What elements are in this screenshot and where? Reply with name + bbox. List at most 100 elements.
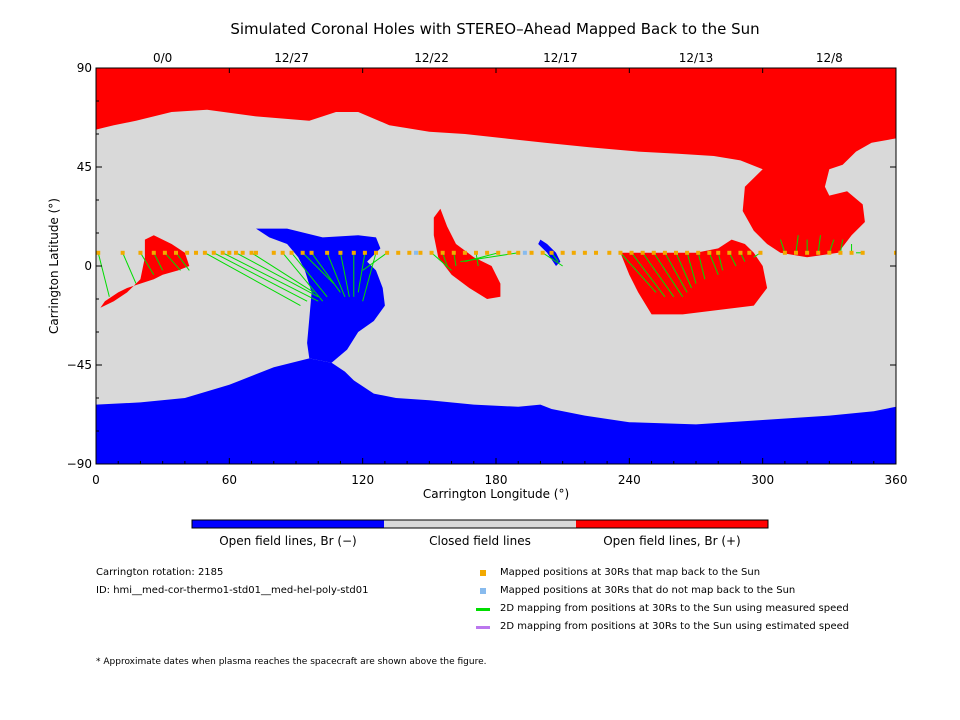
measured-mapping-line: [362, 252, 377, 302]
measured-mapping-line: [204, 252, 301, 307]
legend-line-marker: [476, 608, 490, 611]
mapped-point: [249, 250, 254, 255]
mapped-point: [838, 250, 843, 255]
y-axis-label: Carrington Latitude (°): [47, 198, 61, 334]
mapped-point: [758, 250, 763, 255]
mapped-point: [407, 250, 412, 255]
mapped-point: [607, 250, 612, 255]
mapped-point: [529, 250, 534, 255]
mapped-point: [194, 250, 198, 255]
mapped-point: [185, 250, 190, 255]
measured-mapping-line: [357, 252, 366, 293]
measured-mapping-line: [642, 252, 675, 298]
mapped-point: [338, 250, 343, 255]
mapped-point: [280, 250, 285, 255]
measured-mapping-line: [620, 252, 657, 293]
mapped-point: [629, 250, 634, 255]
x-tick-label: 60: [222, 473, 237, 487]
measured-mapping-line: [828, 239, 835, 253]
measured-mapping-line: [362, 252, 388, 271]
y-tick-label: 45: [77, 160, 92, 174]
mapped-point: [738, 250, 743, 255]
mapped-point: [220, 250, 225, 255]
x-tick-label: 360: [885, 473, 908, 487]
chart-title: Simulated Coronal Holes with STEREO–Ahea…: [230, 20, 760, 38]
mapped-point: [860, 250, 865, 255]
date-tick-label: 12/22: [414, 51, 449, 65]
mapped-point: [516, 250, 521, 255]
measured-mapping-line: [122, 252, 137, 284]
measured-mapping-line: [664, 252, 688, 293]
x-tick-label: 120: [351, 473, 374, 487]
mapped-point: [271, 250, 276, 255]
measured-mapping-line: [697, 252, 706, 280]
x-tick-label: 240: [618, 473, 641, 487]
mapped-point: [685, 250, 690, 255]
mapped-point: [462, 250, 467, 255]
x-tick-label: 300: [751, 473, 774, 487]
legend-square-marker: [480, 588, 486, 594]
measured-mapping-line: [326, 252, 346, 297]
measured-mapping-line: [282, 252, 324, 302]
mid-negative-lobe: [256, 228, 385, 363]
carrington-rotation: Carrington rotation: 2185: [96, 567, 224, 578]
mapped-point: [549, 250, 554, 255]
north-polar-positive: [96, 68, 896, 258]
mapped-point: [594, 250, 598, 255]
legend-label: 2D mapping from positions at 30Rs to the…: [500, 621, 850, 632]
measured-mapping-line: [631, 252, 666, 298]
measured-mapping-line: [140, 252, 155, 276]
mapped-point: [560, 250, 565, 255]
measured-mapping-line: [213, 252, 308, 302]
colorbar-label-negative: Open field lines, Br (−): [219, 534, 357, 548]
legend-label: Mapped positions at 30Rs that map back t…: [500, 567, 761, 578]
measured-mapping-line: [728, 252, 737, 267]
legend-line-marker: [476, 626, 490, 629]
mapped-point: [805, 250, 810, 255]
mapped-point: [202, 250, 207, 255]
mapped-point: [351, 250, 356, 255]
south-polar-negative: [96, 358, 896, 464]
mapped-point: [651, 250, 656, 255]
x-tick-label: 180: [485, 473, 508, 487]
mapped-point: [300, 250, 305, 255]
measured-mapping-line: [717, 252, 724, 271]
legend-label: 2D mapping from positions at 30Rs to the…: [500, 603, 849, 614]
colorbar-segment-negative: [192, 520, 384, 528]
colorbar-segment-closed: [384, 520, 576, 528]
measured-mapping-line: [453, 252, 457, 267]
measured-mapping-line: [153, 252, 164, 271]
date-tick-label: 12/8: [816, 51, 843, 65]
date-tick-label: 0/0: [153, 51, 172, 65]
y-tick-label: 0: [84, 259, 92, 273]
mapped-point: [716, 250, 721, 255]
measured-mapping-line: [675, 252, 693, 289]
measured-mapping-line: [686, 252, 697, 284]
mapped-point: [240, 250, 245, 255]
mapped-point: [385, 250, 390, 255]
measured-mapping-line: [653, 252, 684, 298]
mapped-point: [894, 250, 896, 255]
unmapped-point: [522, 250, 527, 255]
mapped-point: [571, 250, 576, 255]
measured-mapping-line: [97, 252, 110, 297]
mapped-point: [174, 250, 178, 255]
mapped-point: [211, 250, 216, 255]
mapped-point: [816, 250, 821, 255]
unmapped-point: [414, 250, 418, 255]
date-tick-label: 12/27: [274, 51, 309, 65]
mapped-point: [325, 250, 330, 255]
measured-mapping-line: [222, 252, 319, 302]
colorbar-label-positive: Open field lines, Br (+): [603, 534, 741, 548]
measured-mapping-line: [779, 239, 786, 253]
measured-mapping-line: [311, 252, 341, 293]
mapped-point: [451, 250, 456, 255]
mapped-point: [234, 250, 238, 255]
mapped-point: [747, 250, 752, 255]
measured-mapping-line: [817, 235, 821, 253]
mapped-point: [374, 250, 378, 255]
measured-mapping-line: [708, 252, 719, 275]
mapped-point: [362, 250, 367, 255]
measured-mapping-line: [291, 252, 328, 298]
